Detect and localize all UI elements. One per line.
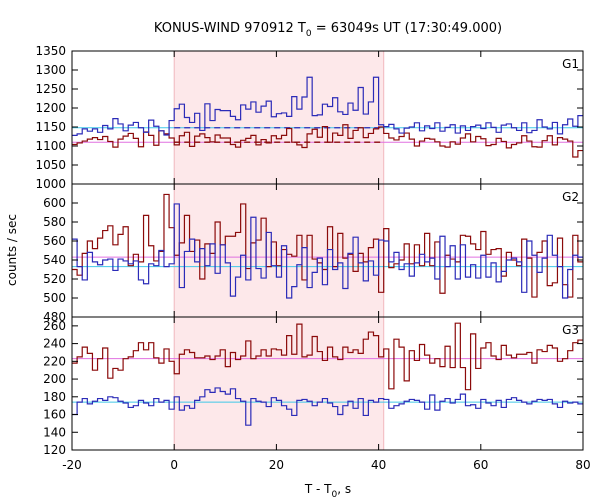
y-tick-label-g1: 1350	[35, 44, 66, 58]
y-tick-label-g3: 140	[43, 425, 66, 439]
y-tick-label-g3: 120	[43, 443, 66, 457]
y-tick-label-g2: 520	[43, 272, 66, 286]
series-g1-blue	[72, 76, 583, 136]
series-g3-red	[72, 322, 583, 391]
x-tick-label: 20	[269, 458, 284, 472]
y-tick-label-g1: 1300	[35, 63, 66, 77]
y-tick-label-g1: 1150	[35, 120, 66, 134]
x-tick-label: 40	[371, 458, 386, 472]
chart-title: KONUS-WIND 970912 T0 = 63049s UT (17:30:…	[154, 21, 502, 39]
series-g3-blue	[72, 387, 583, 426]
y-tick-label-g2: 540	[43, 253, 66, 267]
panel-g1-plot	[72, 76, 583, 158]
y-tick-label-g1: 1000	[35, 177, 66, 191]
y-tick-label-g3: 160	[43, 408, 66, 422]
panel-g2-plot	[72, 193, 583, 299]
y-tick-label-g3: 200	[43, 372, 66, 386]
panel-g3-plot	[72, 322, 583, 426]
y-tick-label-g2: 600	[43, 196, 66, 210]
y-tick-label-g2: 580	[43, 215, 66, 229]
x-tick-label: -20	[62, 458, 82, 472]
y-tick-label-g1: 1250	[35, 82, 66, 96]
highlight-interval-g3	[174, 317, 384, 450]
series-g2-blue	[72, 203, 583, 299]
highlight-interval-g1	[174, 51, 384, 184]
y-tick-label-g1: 1050	[35, 158, 66, 172]
y-axis-label: counts / sec	[5, 214, 19, 286]
y-tick-label-g3: 220	[43, 354, 66, 368]
panel-g3-frame	[71, 316, 584, 451]
y-tick-label-g3: 260	[43, 319, 66, 333]
x-tick-label: 80	[575, 458, 590, 472]
y-tick-label-g1: 1200	[35, 101, 66, 115]
y-tick-label-g3: 240	[43, 337, 66, 351]
panel-label-g1: G1	[562, 57, 579, 71]
x-axis-label: T - T0, s	[304, 482, 351, 500]
x-tick-label: 60	[473, 458, 488, 472]
highlight-interval-g2	[174, 184, 384, 317]
y-tick-label-g2: 560	[43, 234, 66, 248]
panel-label-g3: G3	[562, 323, 579, 337]
series-g1-red	[72, 124, 583, 158]
x-tick-label: 0	[170, 458, 178, 472]
y-tick-label-g2: 500	[43, 291, 66, 305]
y-tick-label-g3: 180	[43, 390, 66, 404]
panel-label-g2: G2	[562, 190, 579, 204]
y-tick-label-g1: 1100	[35, 139, 66, 153]
y-tick-label-g2: 480	[43, 310, 66, 324]
